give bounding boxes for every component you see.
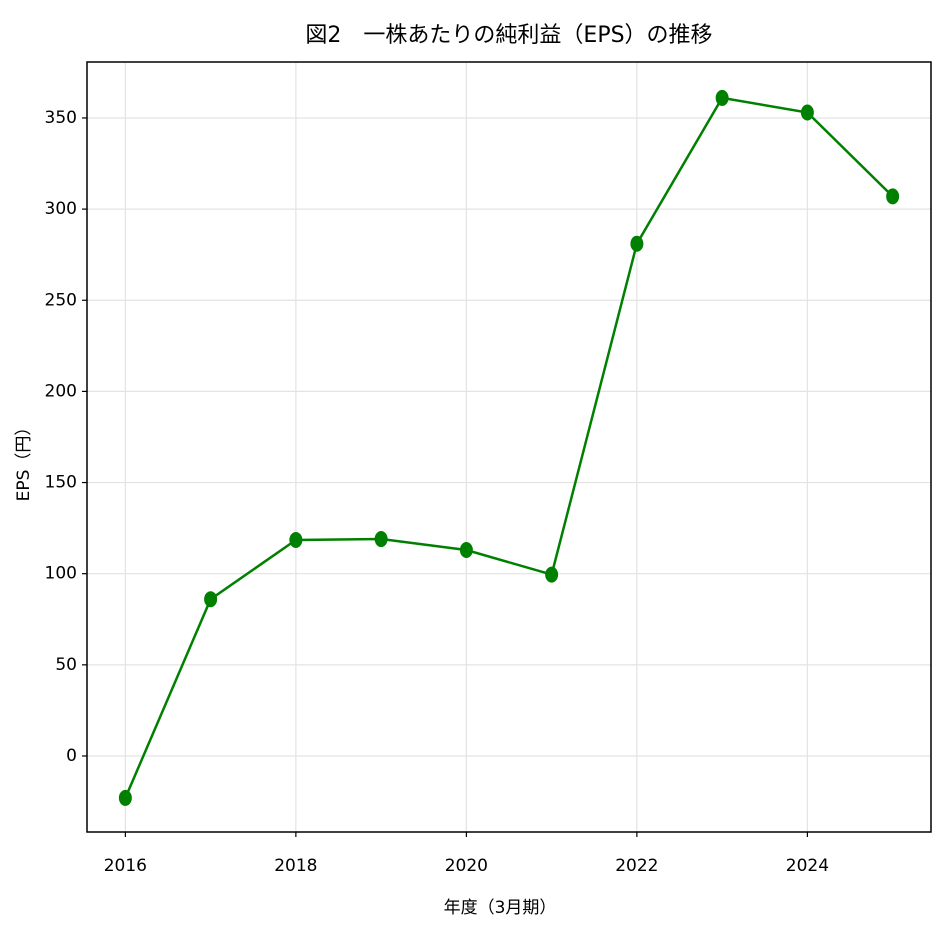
y-tick-label: 250 bbox=[45, 290, 77, 310]
chart-title: 図2 一株あたりの純利益（EPS）の推移 bbox=[305, 23, 712, 48]
data-point bbox=[204, 591, 218, 608]
data-point bbox=[374, 531, 388, 548]
data-point bbox=[715, 89, 729, 106]
x-axis-label: 年度（3月期） bbox=[444, 898, 557, 918]
y-tick-label: 0 bbox=[66, 746, 77, 766]
y-tick-label: 300 bbox=[45, 199, 77, 219]
y-tick-label: 200 bbox=[45, 381, 77, 401]
x-tick-label: 2016 bbox=[104, 856, 147, 876]
data-point bbox=[630, 235, 644, 252]
y-tick-label: 100 bbox=[45, 564, 77, 584]
data-point bbox=[545, 566, 559, 583]
x-tick-label: 2024 bbox=[786, 856, 829, 876]
data-point bbox=[886, 188, 900, 205]
data-point bbox=[459, 541, 473, 558]
data-line bbox=[124, 96, 894, 799]
data-point bbox=[118, 789, 132, 806]
y-axis-label: EPS（円） bbox=[14, 419, 34, 502]
y-tick-label: 150 bbox=[45, 473, 77, 493]
x-tick-label: 2020 bbox=[445, 856, 488, 876]
x-tick-label: 2018 bbox=[274, 856, 317, 876]
x-tick-label: 2022 bbox=[615, 856, 658, 876]
y-tick-label: 350 bbox=[45, 108, 77, 128]
data-point bbox=[800, 104, 814, 121]
y-tick-label: 50 bbox=[55, 655, 77, 675]
data-point bbox=[289, 531, 303, 548]
plot-frame bbox=[86, 61, 932, 833]
